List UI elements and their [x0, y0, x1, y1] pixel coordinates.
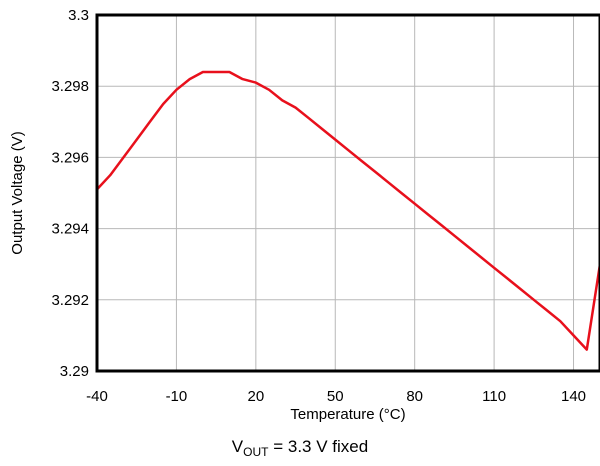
grid-lines: [96, 14, 600, 372]
caption-suffix: = 3.3 V fixed: [268, 437, 369, 456]
caption-prefix: V: [231, 437, 244, 456]
x-tick-label: -10: [166, 388, 188, 405]
series-lines: [95, 70, 600, 351]
plot-frame: [95, 13, 600, 373]
x-tick-label: 110: [482, 388, 506, 405]
x-tick-label: 80: [406, 388, 423, 405]
chart-caption: VOUT = 3.3 V fixed: [0, 437, 600, 459]
y-tick-label: 3.294: [51, 221, 89, 238]
chart-svg: -40 -10 20 50 80 110 140 3.29 3.292 3.294 3.296 3.2…: [9, 7, 600, 423]
y-tick-label: 3.292: [51, 292, 89, 309]
caption-subscript: OUT: [243, 445, 269, 459]
y-axis-label: Output Voltage (V): [9, 131, 26, 254]
y-tick-label: 3.298: [51, 78, 89, 95]
x-tick-label: 20: [247, 388, 264, 405]
x-tick-label: -40: [86, 388, 108, 405]
y-tick-label: 3.29: [60, 363, 89, 380]
x-axis-label: Temperature (°C): [290, 406, 405, 423]
series-line: [95, 70, 600, 351]
y-tick-label: 3.3: [68, 7, 89, 24]
tick-labels: -40 -10 20 50 80 110 140 3.29 3.292 3.294 3.296 3.2…: [51, 7, 586, 405]
y-tick-label: 3.296: [51, 149, 89, 166]
x-tick-label: 50: [327, 388, 344, 405]
x-tick-label: 140: [561, 388, 586, 405]
